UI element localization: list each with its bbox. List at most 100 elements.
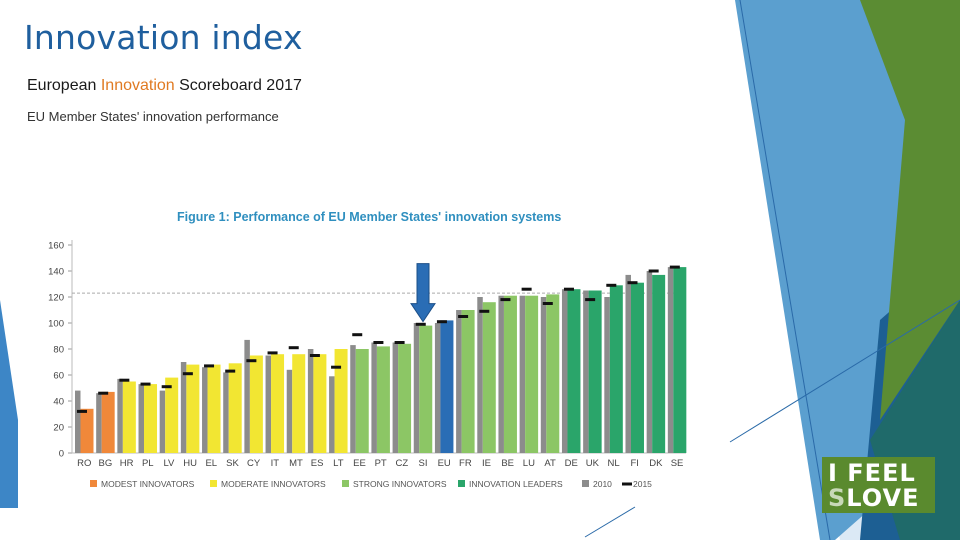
x-tick-label: IE bbox=[482, 458, 491, 469]
legend-label: 2015 bbox=[633, 479, 652, 489]
x-tick-label: BG bbox=[99, 458, 113, 469]
bar-2010-de bbox=[561, 289, 568, 453]
x-tick-label: CZ bbox=[396, 458, 409, 469]
bar-2010-se bbox=[667, 267, 674, 453]
x-tick-label: PL bbox=[142, 458, 154, 469]
x-tick-label: HU bbox=[183, 458, 197, 469]
x-tick-label: EE bbox=[353, 458, 366, 469]
legend-label: STRONG INNOVATORS bbox=[353, 479, 447, 489]
bar-2010-uk bbox=[583, 290, 589, 453]
logo: I FEEL SLOVE bbox=[822, 457, 935, 513]
x-tick-label: EL bbox=[205, 458, 217, 469]
y-tick-label: 80 bbox=[53, 345, 64, 356]
x-tick-label: CY bbox=[247, 458, 261, 469]
x-tick-label: MT bbox=[289, 458, 303, 469]
marker-2015-eu bbox=[436, 320, 447, 324]
marker-2015-sk bbox=[225, 369, 236, 373]
chart-title: Figure 1: Performance of EU Member State… bbox=[177, 210, 561, 224]
bar-2017-lv bbox=[165, 377, 179, 453]
marker-2015-fi bbox=[627, 281, 638, 285]
bar-2017-ro bbox=[80, 408, 94, 453]
subtitle-part: European bbox=[27, 77, 101, 94]
subtitle-part: Scoreboard 2017 bbox=[174, 77, 302, 94]
marker-2015-lu bbox=[521, 287, 532, 291]
bar-2010-mt bbox=[286, 369, 293, 453]
bar-2010-pl bbox=[138, 384, 145, 453]
marker-2015-bg bbox=[98, 391, 109, 395]
legend-swatch bbox=[582, 480, 589, 487]
y-tick-label: 40 bbox=[53, 397, 64, 408]
bar-2010-it bbox=[265, 355, 272, 453]
y-tick-label: 160 bbox=[48, 241, 64, 252]
x-tick-label: PT bbox=[375, 458, 387, 469]
marker-2015-ro bbox=[77, 409, 87, 413]
legend-label: MODEST INNOVATORS bbox=[101, 479, 195, 489]
marker-2015-dk bbox=[648, 269, 659, 273]
bar-2017-fi bbox=[630, 282, 644, 453]
bar-2017-uk bbox=[588, 290, 602, 453]
legend-swatch bbox=[90, 480, 97, 487]
bar-2017-sk bbox=[228, 363, 242, 453]
bar-2017-fr bbox=[461, 310, 475, 453]
bar-2010-at bbox=[540, 297, 547, 453]
y-tick-label: 140 bbox=[48, 267, 64, 278]
bar-2017-ee bbox=[355, 349, 369, 453]
x-tick-label: EU bbox=[438, 458, 451, 469]
y-tick-label: 20 bbox=[53, 423, 64, 434]
marker-2015-uk bbox=[585, 298, 596, 302]
bar-2017-de bbox=[567, 289, 581, 453]
bar-2017-se bbox=[673, 267, 687, 453]
marker-2015-hu bbox=[182, 372, 193, 376]
marker-2015-de bbox=[563, 287, 574, 291]
x-tick-label: RO bbox=[77, 458, 91, 469]
marker-2015-nl bbox=[606, 283, 617, 287]
x-tick-label: FR bbox=[459, 458, 472, 469]
x-tick-label: AT bbox=[544, 458, 556, 469]
bar-2010-hr bbox=[117, 378, 123, 453]
x-tick-label: DE bbox=[565, 458, 578, 469]
bar-2010-eu bbox=[434, 323, 441, 453]
y-tick-label: 60 bbox=[53, 371, 64, 382]
x-tick-label: SI bbox=[419, 458, 428, 469]
marker-2015-pl bbox=[140, 382, 151, 386]
bar-2010-si bbox=[413, 323, 420, 453]
bar-2010-el bbox=[202, 367, 208, 453]
marker-2015-es bbox=[309, 354, 320, 357]
page-title: Innovation index bbox=[24, 18, 303, 57]
bar-2017-it bbox=[271, 354, 285, 453]
y-tick-label: 0 bbox=[59, 449, 64, 460]
legend-swatch bbox=[458, 480, 465, 487]
bar-2017-ie bbox=[482, 302, 496, 453]
bar-2017-nl bbox=[609, 285, 623, 453]
caption: EU Member States' innovation performance bbox=[27, 109, 279, 124]
marker-2015-si bbox=[415, 322, 426, 326]
marker-2015-lv bbox=[161, 385, 172, 389]
marker-2015-ee bbox=[352, 333, 363, 337]
bar-2010-ro bbox=[75, 390, 81, 453]
x-tick-label: LT bbox=[333, 458, 344, 469]
marker-2015-pt bbox=[373, 341, 384, 344]
logo-letter: S bbox=[828, 484, 847, 512]
deco-line bbox=[739, 0, 831, 540]
legend-swatch bbox=[342, 480, 349, 487]
subtitle: European Innovation Scoreboard 2017 bbox=[27, 77, 302, 95]
x-tick-label: NL bbox=[607, 458, 619, 469]
bar-2010-fr bbox=[456, 310, 462, 453]
marker-2015-be bbox=[500, 298, 511, 302]
bar-2010-lu bbox=[519, 295, 526, 453]
marker-2015-ie bbox=[479, 309, 490, 313]
highlight-arrow bbox=[410, 263, 436, 323]
marker-2015-cz bbox=[394, 341, 405, 344]
bar-2010-hu bbox=[180, 362, 187, 453]
bar-2017-el bbox=[207, 364, 221, 453]
bar-2010-fi bbox=[625, 274, 631, 453]
bar-2017-lu bbox=[525, 295, 539, 453]
bar-2017-pl bbox=[144, 384, 158, 453]
marker-2015-lt bbox=[331, 365, 342, 369]
bar-2010-cz bbox=[392, 342, 399, 453]
bar-2010-es bbox=[307, 349, 314, 453]
subtitle-highlight: Innovation bbox=[100, 77, 175, 94]
chart-container: Figure 1: Performance of EU Member State… bbox=[30, 200, 700, 500]
y-tick-label: 120 bbox=[48, 293, 64, 304]
